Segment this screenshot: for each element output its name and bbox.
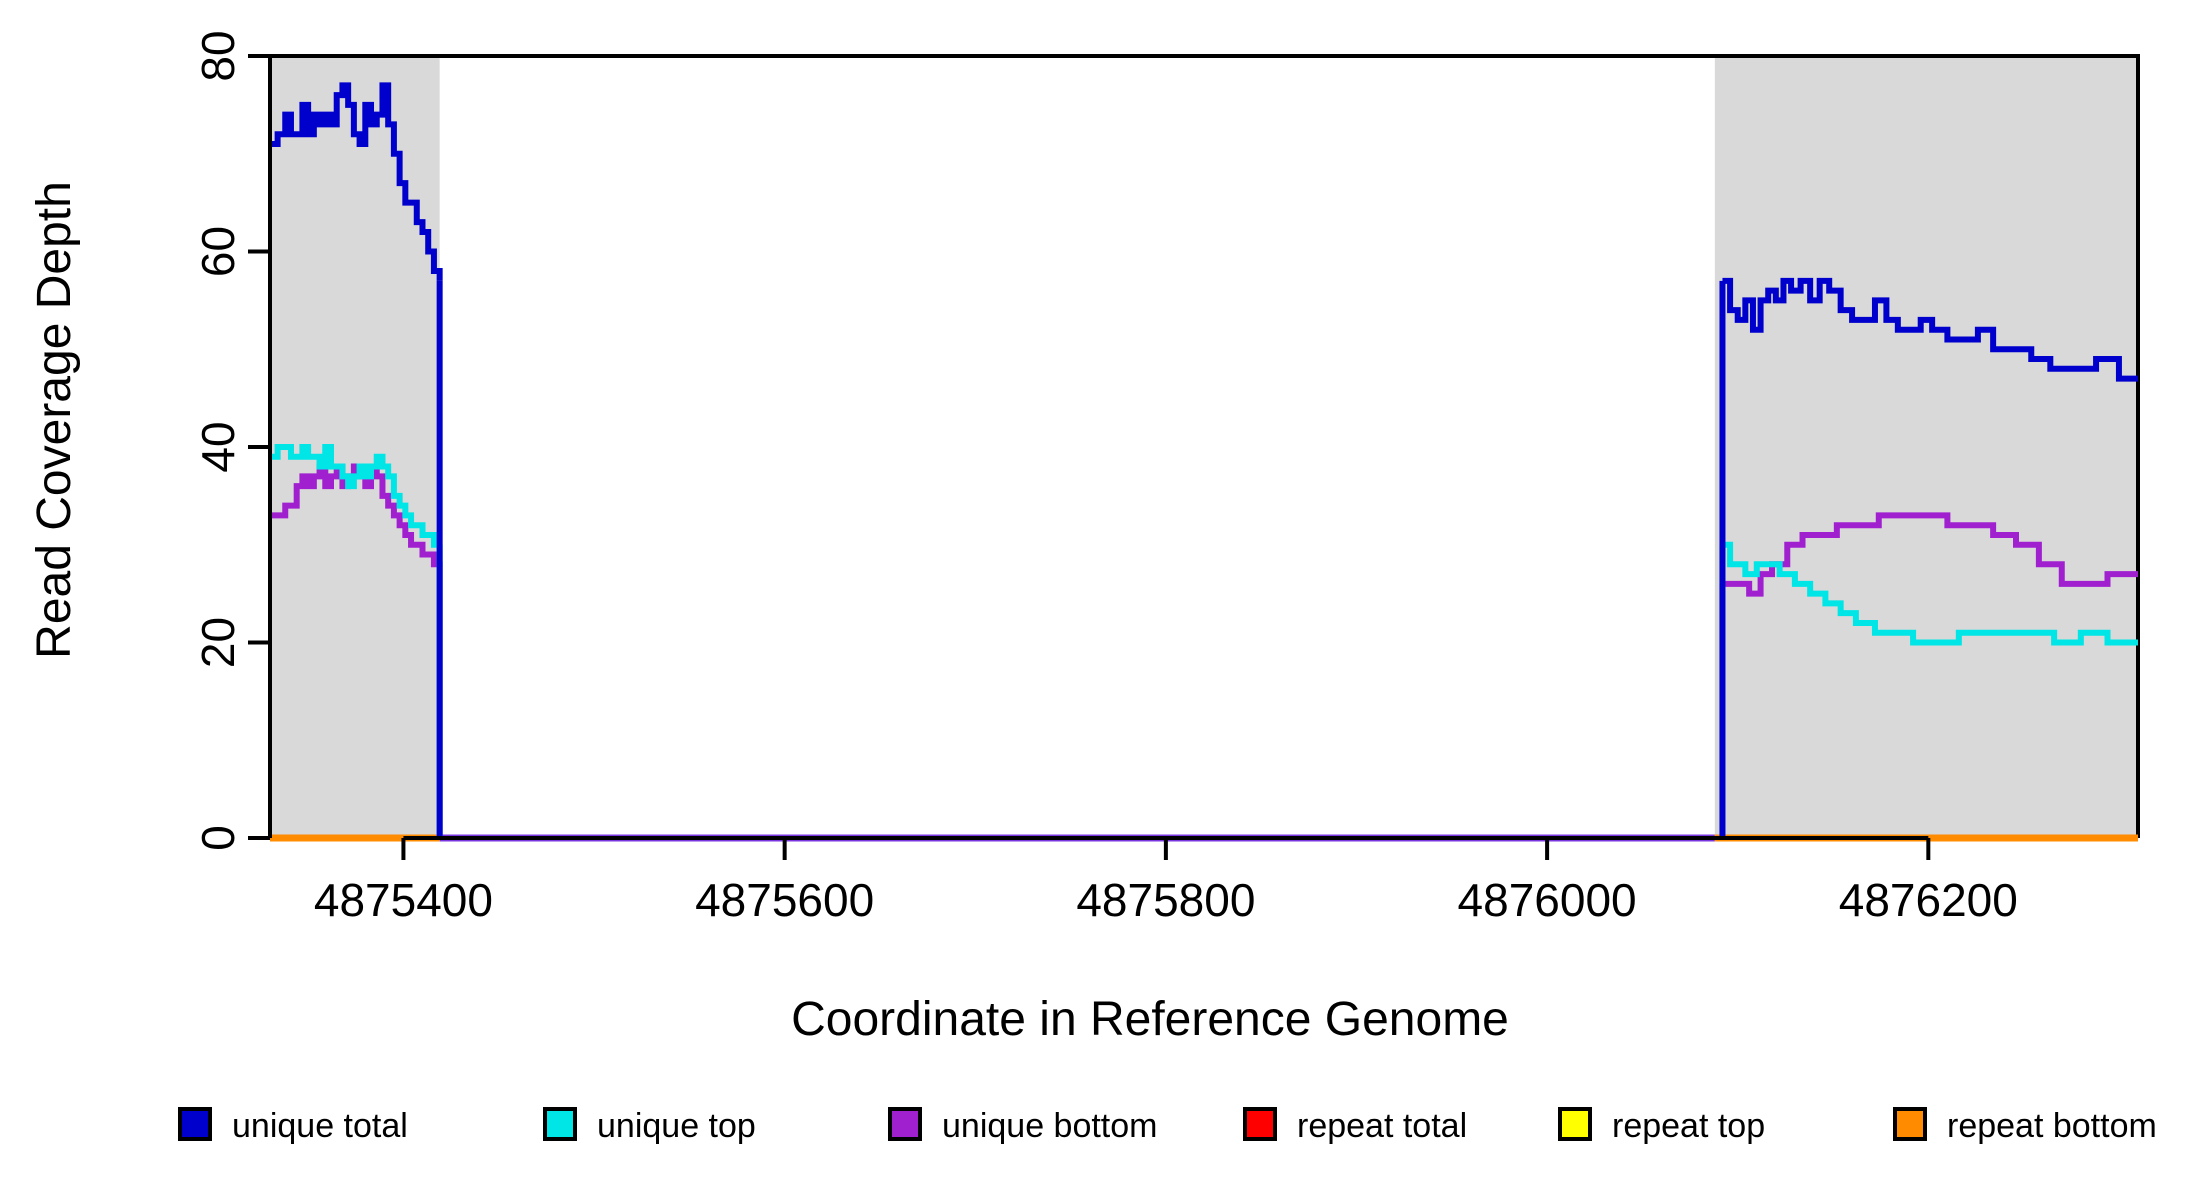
legend-swatch	[178, 1107, 212, 1141]
y-tick-label: 20	[192, 617, 244, 668]
x-tick-label: 4875800	[1076, 874, 1255, 926]
trace-line	[270, 444, 440, 548]
shaded-region-right	[1714, 56, 2138, 838]
legend-label: unique total	[232, 1107, 408, 1145]
x-tick-label: 4876000	[1458, 874, 1637, 926]
trace-unique-total	[270, 82, 2138, 838]
y-tick-label: 60	[192, 226, 244, 277]
legend-item-repeat-top[interactable]: repeat top	[1558, 1107, 1765, 1145]
legend-swatch	[1893, 1107, 1927, 1141]
x-axis	[401, 836, 1931, 860]
legend-item-repeat-bottom[interactable]: repeat bottom	[1893, 1107, 2157, 1145]
trace-line	[1722, 512, 2138, 597]
y-axis	[248, 54, 272, 840]
shaded-region-left	[270, 56, 440, 838]
x-tick-label: 4876200	[1839, 874, 2018, 926]
legend-label: unique bottom	[942, 1107, 1158, 1145]
x-axis-title: Coordinate in Reference Genome	[791, 993, 1509, 1046]
y-axis-title: Read Coverage Depth	[28, 181, 81, 659]
x-tick-label: 4875600	[695, 874, 874, 926]
data-traces	[270, 82, 2138, 838]
legend-label: repeat total	[1297, 1107, 1467, 1145]
y-tick-labels: 0 20 40 60 80	[192, 30, 244, 850]
legend-swatch	[1558, 1107, 1592, 1141]
legend-label: unique top	[597, 1107, 756, 1145]
trace-line	[1722, 277, 2138, 382]
x-tick-labels: 4875400 4875600 4875800 4876000 4876200	[314, 874, 2018, 926]
trace-line	[270, 82, 443, 281]
legend-item-unique-bottom[interactable]: unique bottom	[888, 1107, 1158, 1145]
legend-swatch	[1243, 1107, 1277, 1141]
y-tick-marks	[248, 54, 270, 840]
y-tick-label: 80	[192, 30, 244, 81]
shaded-regions	[270, 56, 2138, 838]
trace-line	[1722, 541, 2138, 646]
legend-label: repeat top	[1612, 1107, 1765, 1145]
y-tick-label: 40	[192, 421, 244, 472]
y-tick-label: 0	[192, 825, 244, 851]
legend-swatch	[888, 1107, 922, 1141]
legend-swatch	[543, 1107, 577, 1141]
legend-label: repeat bottom	[1947, 1107, 2157, 1145]
x-tick-label: 4875400	[314, 874, 493, 926]
legend-item-unique-top[interactable]: unique top	[543, 1107, 756, 1145]
legend: unique total unique top unique bottom repea…	[178, 1107, 2157, 1145]
legend-item-repeat-total[interactable]: repeat total	[1243, 1107, 1467, 1145]
legend-item-unique-total[interactable]: unique total	[178, 1107, 408, 1145]
x-tick-marks	[401, 838, 1931, 860]
